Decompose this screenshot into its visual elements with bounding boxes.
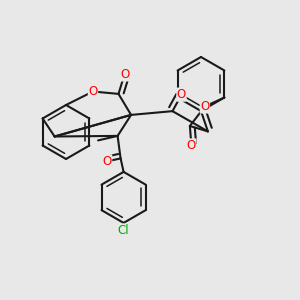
Text: Cl: Cl bbox=[118, 224, 129, 237]
Text: O: O bbox=[177, 88, 186, 101]
Text: O: O bbox=[120, 68, 129, 81]
Text: O: O bbox=[88, 85, 98, 98]
Text: O: O bbox=[187, 139, 196, 152]
Text: O: O bbox=[200, 100, 209, 113]
Text: O: O bbox=[103, 155, 112, 168]
